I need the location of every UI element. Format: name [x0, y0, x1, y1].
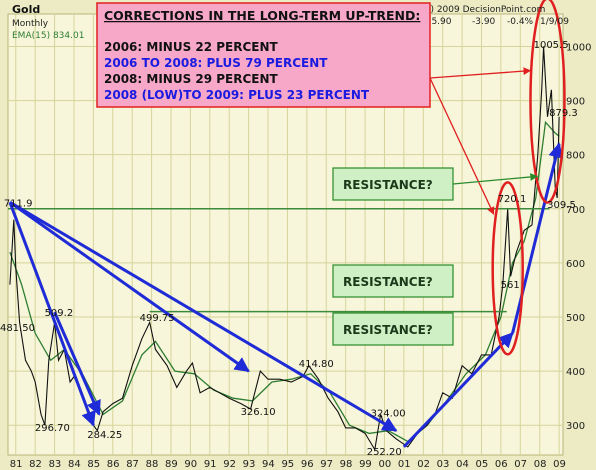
trend-arrow — [9, 201, 250, 373]
trend-arrow — [402, 332, 514, 448]
trend-arrow — [9, 201, 398, 432]
x-tick-label: 98 — [340, 459, 353, 470]
resistance-layer — [8, 208, 550, 313]
resistance-box-top-label: RESISTANCE? — [343, 178, 433, 192]
callout-arrows — [429, 67, 539, 215]
x-tick-label: 93 — [243, 459, 256, 470]
x-tick-label: 09 — [553, 459, 566, 470]
price-label: 499.75 — [140, 313, 175, 324]
readout-change: -3.90 — [472, 17, 496, 27]
y-tick-label: 600 — [566, 259, 585, 270]
corrections-box-bg — [96, 2, 431, 108]
trend-arrow — [53, 311, 101, 416]
resistance-box-middle: RESISTANCE? — [332, 264, 454, 298]
corrections-line-1: 2006: MINUS 22 PERCENT — [104, 40, 279, 54]
ema-layer — [9, 120, 560, 443]
axis-layer: 300 400 500 600 700 800 900 1000 81 82 83 84 85 86 87 8… — [10, 42, 592, 470]
price-label: 879.3 — [549, 108, 578, 119]
ellipse-2006 — [491, 181, 524, 356]
callout-arrow-2006 — [429, 77, 495, 215]
y-tick-label: 900 — [566, 97, 585, 108]
y-tick-label: 500 — [566, 313, 585, 324]
price-layer — [9, 46, 560, 452]
x-tick-label: 85 — [87, 459, 100, 470]
ellipse-layer — [491, 0, 566, 356]
y-tick-label: 1000 — [566, 42, 591, 53]
x-tick-label: 07 — [514, 459, 527, 470]
price-label: 326.10 — [241, 407, 276, 418]
y-tick-label: 700 — [566, 205, 585, 216]
x-tick-label: 03 — [437, 459, 450, 470]
x-tick-label: 89 — [165, 459, 178, 470]
point-label-layer: 711.9 481.50 509.2 296.70 284.25 499.75 326.10… — [0, 40, 578, 458]
readout-date: 1/9/09 — [540, 17, 569, 27]
price-label: 324.00 — [371, 408, 406, 419]
y-tick-label: 800 — [566, 151, 585, 162]
resistance-callout-arrow — [452, 173, 539, 185]
price-label: 720.1 — [498, 194, 527, 205]
x-tick-label: 91 — [204, 459, 217, 470]
ema-line — [9, 120, 560, 443]
x-tick-label: 97 — [320, 459, 333, 470]
x-tick-label: 05 — [475, 459, 488, 470]
resistance-box-bottom: RESISTANCE? — [332, 312, 454, 346]
price-label: 509.2 — [45, 308, 74, 319]
copyright-text: (c) 2009 DecisionPoint.com — [422, 5, 545, 15]
corrections-line-3: 2008: MINUS 29 PERCENT — [104, 72, 279, 86]
x-tick-label: 95 — [281, 459, 294, 470]
x-tick-label: 94 — [262, 459, 275, 470]
x-tick-label: 08 — [534, 459, 547, 470]
corrections-line-2: 2006 TO 2008: PLUS 79 PERCENT — [104, 56, 328, 70]
y-tick-label: 400 — [566, 367, 585, 378]
price-label: 252.20 — [367, 447, 402, 458]
x-tick-label: 06 — [495, 459, 508, 470]
ema-legend: EMA(15) 834.01 — [12, 31, 84, 41]
readout-percent: -0.4% — [507, 17, 534, 27]
price-label: 561 — [501, 280, 520, 291]
price-label: 711.9 — [4, 198, 33, 209]
x-tick-label: 90 — [184, 459, 197, 470]
price-label: 414.80 — [299, 359, 334, 370]
x-tick-label: 99 — [359, 459, 372, 470]
price-label: 309.5 — [547, 200, 576, 211]
trend-arrow — [8, 201, 96, 427]
x-tick-label: 01 — [398, 459, 411, 470]
x-tick-label: 96 — [301, 459, 314, 470]
price-label: 481.50 — [0, 323, 35, 334]
resistance-box-bottom-label: RESISTANCE? — [343, 323, 433, 337]
price-label: 284.25 — [87, 430, 122, 441]
price-label: 296.70 — [35, 423, 70, 434]
resistance-box-middle-label: RESISTANCE? — [343, 275, 433, 289]
x-tick-label: 04 — [456, 459, 469, 470]
x-tick-label: 00 — [378, 459, 391, 470]
chart-subtitle: Monthly — [12, 19, 49, 29]
ellipse-2008 — [529, 0, 566, 204]
corrections-heading: CORRECTIONS IN THE LONG-TERM UP-TREND: — [104, 8, 420, 23]
x-tick-label: 02 — [417, 459, 430, 470]
corrections-callout: CORRECTIONS IN THE LONG-TERM UP-TREND: 2… — [96, 2, 431, 108]
x-tick-label: 86 — [107, 459, 120, 470]
readout-close: 875.90 — [420, 17, 452, 27]
trend-arrow-layer — [8, 142, 564, 448]
x-tick-label: 88 — [146, 459, 159, 470]
x-tick-label: 92 — [223, 459, 236, 470]
x-tick-label: 81 — [10, 459, 23, 470]
price-line — [9, 46, 560, 452]
x-tick-label: 82 — [29, 459, 42, 470]
x-tick-label: 87 — [126, 459, 139, 470]
trend-arrow — [511, 142, 564, 334]
x-tick-label: 83 — [49, 459, 62, 470]
price-label: 1005.5 — [534, 40, 569, 51]
corrections-line-4: 2008 (LOW)TO 2009: PLUS 23 PERCENT — [104, 88, 370, 102]
x-tick-label: 84 — [68, 459, 81, 470]
chart-title: Gold — [12, 3, 40, 16]
y-tick-label: 300 — [566, 421, 585, 432]
resistance-box-top: RESISTANCE? — [332, 167, 454, 201]
callout-arrow-2008 — [429, 67, 532, 79]
